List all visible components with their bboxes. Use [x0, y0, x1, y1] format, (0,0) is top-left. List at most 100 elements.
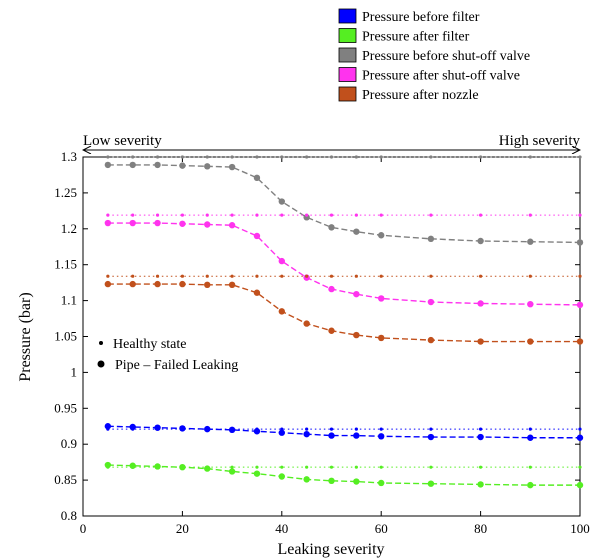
y-axis-label: Pressure (bar)	[17, 292, 34, 381]
data-point	[104, 219, 112, 227]
y-tick-label: 0.85	[54, 472, 77, 487]
data-point	[303, 476, 310, 483]
series-line	[107, 222, 581, 306]
healthy-point	[578, 427, 582, 431]
severity-arrow: Low severity High severity	[83, 133, 580, 150]
healthy-point	[578, 213, 582, 217]
legend-swatch	[338, 8, 357, 24]
series-layer	[104, 155, 584, 489]
data-point	[253, 428, 261, 435]
healthy-point	[329, 155, 334, 159]
data-point	[278, 198, 285, 205]
data-point	[527, 481, 534, 489]
healthy-point	[180, 274, 184, 278]
healthy-point	[205, 213, 209, 217]
data-point	[427, 336, 435, 344]
healthy-point	[479, 213, 483, 217]
y-tick-label: 0.8	[61, 508, 77, 523]
healthy-point	[528, 427, 532, 431]
data-point	[477, 481, 484, 488]
data-point	[204, 465, 211, 472]
data-point	[179, 220, 186, 227]
healthy-point	[429, 427, 433, 431]
data-point	[477, 338, 484, 345]
data-point	[204, 221, 211, 228]
data-point	[154, 424, 161, 431]
data-point	[228, 222, 236, 229]
healthy-point	[354, 213, 358, 217]
data-point	[576, 301, 584, 309]
axis-ticks: 0 20 40 60 80 100 0.8 0.85 0.9 0.95 1 1.05 1.1 1.15 1.…	[54, 149, 590, 536]
data-point	[303, 214, 310, 221]
data-point	[104, 423, 112, 430]
healthy-point	[305, 155, 309, 159]
healthy-point	[131, 213, 135, 217]
legend-label: Pressure after nozzle	[362, 88, 479, 103]
x-tick-label: 0	[80, 521, 87, 536]
data-point	[278, 257, 285, 265]
data-point	[328, 477, 335, 485]
healthy-point	[280, 213, 284, 217]
data-point	[427, 298, 435, 306]
healthy-point	[354, 274, 358, 278]
series-3	[104, 213, 584, 309]
series-line	[107, 164, 581, 244]
x-tick-label: 80	[474, 521, 487, 536]
data-point	[179, 463, 186, 471]
x-axis-label: Leaking severity	[277, 541, 384, 558]
healthy-point	[479, 274, 483, 278]
healthy-point	[479, 155, 483, 159]
x-tick-label: 100	[570, 521, 590, 536]
healthy-point	[429, 155, 433, 159]
data-point	[353, 228, 360, 235]
data-point	[527, 300, 534, 308]
healthy-point	[479, 465, 483, 469]
healthy-point	[429, 274, 433, 278]
data-point	[253, 232, 261, 240]
healthy-point	[329, 213, 334, 217]
data-point	[228, 163, 236, 171]
healthy-point	[230, 274, 234, 278]
data-point	[328, 327, 335, 334]
data-point	[154, 463, 161, 470]
data-point	[353, 432, 360, 439]
healthy-point	[106, 155, 110, 159]
healthy-point	[329, 465, 334, 469]
healthy-point	[280, 155, 284, 159]
data-point	[154, 219, 161, 227]
y-tick-label: 0.9	[61, 436, 77, 451]
healthy-point	[255, 274, 259, 278]
legend-swatch	[338, 28, 357, 43]
data-point	[154, 280, 161, 288]
data-point	[353, 478, 360, 485]
data-point	[477, 433, 484, 441]
data-point	[303, 320, 310, 327]
data-point	[204, 281, 211, 289]
data-point	[378, 232, 385, 239]
healthy-point	[479, 427, 483, 431]
severity-high-label: High severity	[499, 133, 581, 149]
series-line	[107, 425, 580, 439]
data-point	[477, 300, 484, 307]
healthy-point	[354, 427, 358, 431]
y-tick-label: 1	[71, 364, 78, 379]
healthy-point	[106, 213, 110, 217]
series-4	[104, 274, 584, 345]
data-point	[576, 239, 584, 246]
y-tick-label: 0.95	[54, 400, 77, 415]
healthy-state-marker-icon	[99, 341, 103, 345]
y-tick-label: 1.2	[61, 221, 77, 236]
data-point	[328, 285, 335, 293]
healthy-point	[528, 465, 532, 469]
healthy-point	[305, 465, 309, 469]
healthy-point	[528, 213, 532, 217]
data-point	[427, 480, 435, 487]
healthy-point	[379, 427, 383, 431]
data-point	[154, 161, 161, 169]
legend-swatch	[338, 67, 357, 82]
healthy-point	[155, 274, 160, 278]
data-point	[527, 338, 534, 345]
data-point	[228, 281, 236, 289]
data-point	[104, 280, 112, 288]
healthy-point	[305, 274, 309, 278]
